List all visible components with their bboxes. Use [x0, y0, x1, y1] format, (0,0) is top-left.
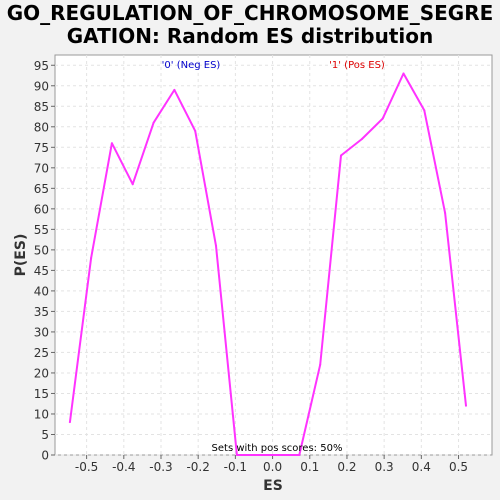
chart-title: GO_REGULATION_OF_CHROMOSOME_SEGRE GATION… [6, 1, 494, 48]
plot-background [54, 54, 493, 456]
y-axis-label: P(ES) [13, 234, 29, 277]
data-point [68, 421, 71, 424]
data-point [381, 117, 384, 120]
grid [55, 55, 492, 456]
data-point [340, 154, 343, 157]
data-point [215, 244, 218, 247]
x-tick-label: 0.3 [375, 460, 394, 474]
y-tick-label: 10 [34, 407, 49, 421]
y-tick-label: 40 [34, 284, 49, 298]
pos-es-label: '1' (Pos ES) [329, 60, 385, 71]
pos-score-footer: Sets with pos scores: 50% [212, 443, 343, 454]
data-point [319, 363, 322, 366]
y-tick-label: 30 [34, 325, 49, 339]
data-point [444, 211, 447, 214]
y-tick-label: 55 [34, 223, 49, 237]
x-tick-label: -0.4 [112, 460, 135, 474]
x-tick-label: -0.2 [186, 460, 209, 474]
y-tick-label: 45 [34, 264, 49, 278]
x-tick-label: -0.3 [149, 460, 172, 474]
data-point [173, 88, 176, 91]
y-tick-label: 25 [34, 346, 49, 360]
x-tick-label: 0.2 [337, 460, 356, 474]
series-line [68, 72, 467, 456]
x-tick-label: -0.1 [224, 460, 247, 474]
y-tick-label: 60 [34, 202, 49, 216]
y-tick-label: 70 [34, 161, 49, 175]
axes: 0 5 10 15 20 25 30 35 40 45 50 55 60 65 70 75 80 85 90 95 -0… [34, 59, 468, 474]
y-tick-label: 65 [34, 182, 49, 196]
y-tick-label: 20 [34, 366, 49, 380]
y-tick-label: 75 [34, 141, 49, 155]
y-tick-label: 0 [41, 449, 49, 463]
data-point [402, 72, 405, 75]
y-tick-label: 35 [34, 305, 49, 319]
x-axis-label: ES [263, 478, 283, 494]
y-tick-label: 80 [34, 120, 49, 134]
data-point [423, 109, 426, 112]
data-point [235, 454, 238, 456]
data-point [90, 257, 93, 260]
data-point [360, 138, 363, 141]
data-point [131, 183, 134, 186]
y-tick-label: 95 [34, 59, 49, 73]
y-tick-label: 50 [34, 243, 49, 257]
data-point [110, 142, 113, 145]
y-tick-label: 85 [34, 100, 49, 114]
x-tick-label: 0.1 [300, 460, 319, 474]
y-tick-label: 90 [34, 79, 49, 93]
y-tick-label: 15 [34, 387, 49, 401]
x-tick-label: 0.0 [263, 460, 282, 474]
y-tick-label: 5 [41, 428, 49, 442]
data-point [194, 129, 197, 132]
data-point [152, 121, 155, 124]
neg-es-label: '0' (Neg ES) [162, 60, 221, 71]
x-tick-label: 0.5 [449, 460, 468, 474]
x-tick-label: -0.5 [75, 460, 98, 474]
data-point [464, 404, 467, 407]
x-tick-label: 0.4 [412, 460, 431, 474]
series-layer [68, 72, 467, 456]
data-point [298, 454, 301, 456]
